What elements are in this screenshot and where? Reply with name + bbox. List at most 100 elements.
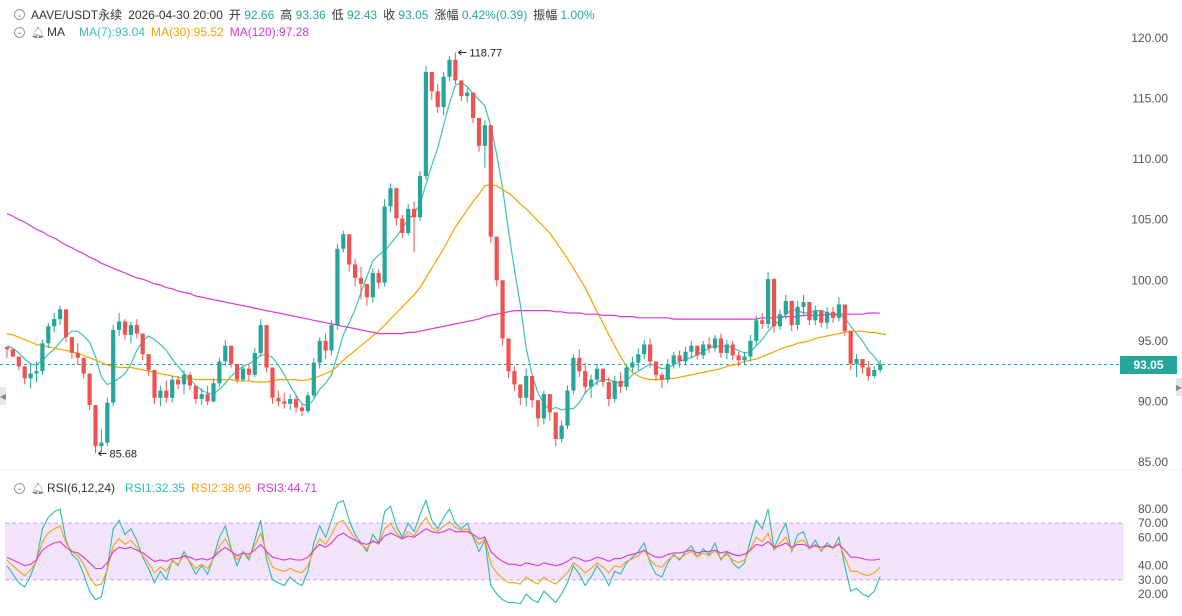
candle[interactable] xyxy=(441,71,446,116)
candle[interactable] xyxy=(553,412,558,447)
bell-icon[interactable]: 🔔︎ xyxy=(31,26,45,39)
candle[interactable] xyxy=(335,243,340,330)
candle[interactable] xyxy=(429,71,434,100)
candle[interactable] xyxy=(665,359,670,384)
candle[interactable] xyxy=(75,343,80,366)
candle[interactable] xyxy=(506,338,511,379)
candle[interactable] xyxy=(577,349,582,378)
collapse-chevron-icon[interactable]: ⌄ xyxy=(14,482,25,494)
candle[interactable] xyxy=(606,377,611,407)
candle[interactable] xyxy=(730,340,735,361)
candle[interactable] xyxy=(176,375,181,390)
candle[interactable] xyxy=(205,385,210,406)
candle[interactable] xyxy=(158,385,163,407)
candle[interactable] xyxy=(518,384,523,406)
candle[interactable] xyxy=(571,354,576,395)
candle[interactable] xyxy=(46,322,51,349)
candle[interactable] xyxy=(482,120,487,168)
candle[interactable] xyxy=(140,333,145,361)
candle[interactable] xyxy=(453,52,458,85)
candle[interactable] xyxy=(423,65,428,180)
candle[interactable] xyxy=(294,395,299,413)
candle[interactable] xyxy=(813,305,818,326)
candle[interactable] xyxy=(819,310,824,328)
candle[interactable] xyxy=(860,359,865,374)
candle[interactable] xyxy=(777,309,782,330)
candle[interactable] xyxy=(447,56,452,82)
candle[interactable] xyxy=(612,375,617,403)
candle[interactable] xyxy=(211,378,216,403)
candle[interactable] xyxy=(854,354,859,378)
candle[interactable] xyxy=(524,368,529,407)
candle[interactable] xyxy=(341,230,346,253)
candle[interactable] xyxy=(99,429,104,452)
candle[interactable] xyxy=(170,375,175,403)
candle[interactable] xyxy=(382,199,387,287)
candle[interactable] xyxy=(370,268,375,303)
candle[interactable] xyxy=(193,385,198,404)
candle[interactable] xyxy=(707,337,712,353)
candle[interactable] xyxy=(282,392,287,409)
candle[interactable] xyxy=(712,334,718,352)
candle[interactable] xyxy=(4,346,10,358)
candle[interactable] xyxy=(435,84,440,114)
candle[interactable] xyxy=(347,234,352,272)
candle[interactable] xyxy=(87,373,92,410)
candle[interactable] xyxy=(235,363,240,384)
bell-icon[interactable]: 🔔︎ xyxy=(31,482,45,495)
candle[interactable] xyxy=(701,340,706,360)
candle[interactable] xyxy=(795,300,800,330)
candle[interactable] xyxy=(530,375,535,408)
candle[interactable] xyxy=(589,374,594,398)
candle[interactable] xyxy=(642,339,647,360)
candle[interactable] xyxy=(217,357,222,387)
candle[interactable] xyxy=(93,405,98,454)
candle[interactable] xyxy=(783,294,788,320)
candle[interactable] xyxy=(594,363,600,386)
candle[interactable] xyxy=(494,236,499,287)
candle[interactable] xyxy=(547,394,552,421)
candle[interactable] xyxy=(406,203,411,236)
candle[interactable] xyxy=(223,339,228,367)
candle[interactable] xyxy=(748,334,753,362)
candle[interactable] xyxy=(724,339,729,360)
candle[interactable] xyxy=(240,365,246,383)
candle[interactable] xyxy=(825,306,830,329)
candle[interactable] xyxy=(830,306,836,323)
candle[interactable] xyxy=(677,350,682,368)
candle[interactable] xyxy=(199,388,204,406)
candle[interactable] xyxy=(718,333,723,358)
candle[interactable] xyxy=(10,349,15,357)
candle[interactable] xyxy=(52,312,57,333)
candle[interactable] xyxy=(111,325,116,407)
candle[interactable] xyxy=(618,372,623,393)
candlesticks[interactable] xyxy=(4,52,883,454)
candle[interactable] xyxy=(181,369,187,395)
candle[interactable] xyxy=(276,390,281,407)
candle[interactable] xyxy=(659,372,664,389)
candle[interactable] xyxy=(801,294,806,315)
candle[interactable] xyxy=(22,366,27,385)
candle[interactable] xyxy=(872,366,877,379)
candle[interactable] xyxy=(122,319,128,340)
candle[interactable] xyxy=(34,361,39,383)
ma-indicator-name[interactable]: MA xyxy=(46,25,65,39)
candle[interactable] xyxy=(117,312,122,337)
candle[interactable] xyxy=(488,125,493,243)
candle[interactable] xyxy=(417,171,423,221)
candle[interactable] xyxy=(583,362,588,395)
candle[interactable] xyxy=(771,277,777,333)
candle[interactable] xyxy=(742,351,747,366)
candle[interactable] xyxy=(358,266,364,300)
candle[interactable] xyxy=(465,87,470,103)
candle[interactable] xyxy=(459,80,464,101)
candle[interactable] xyxy=(400,214,405,238)
candle[interactable] xyxy=(630,356,635,373)
candle[interactable] xyxy=(311,357,316,398)
candle[interactable] xyxy=(636,348,641,370)
collapse-chevron-icon[interactable]: ⌄ xyxy=(14,26,25,38)
candle[interactable] xyxy=(187,372,192,391)
candle[interactable] xyxy=(305,391,310,414)
candle[interactable] xyxy=(353,258,358,287)
candle[interactable] xyxy=(69,337,74,360)
